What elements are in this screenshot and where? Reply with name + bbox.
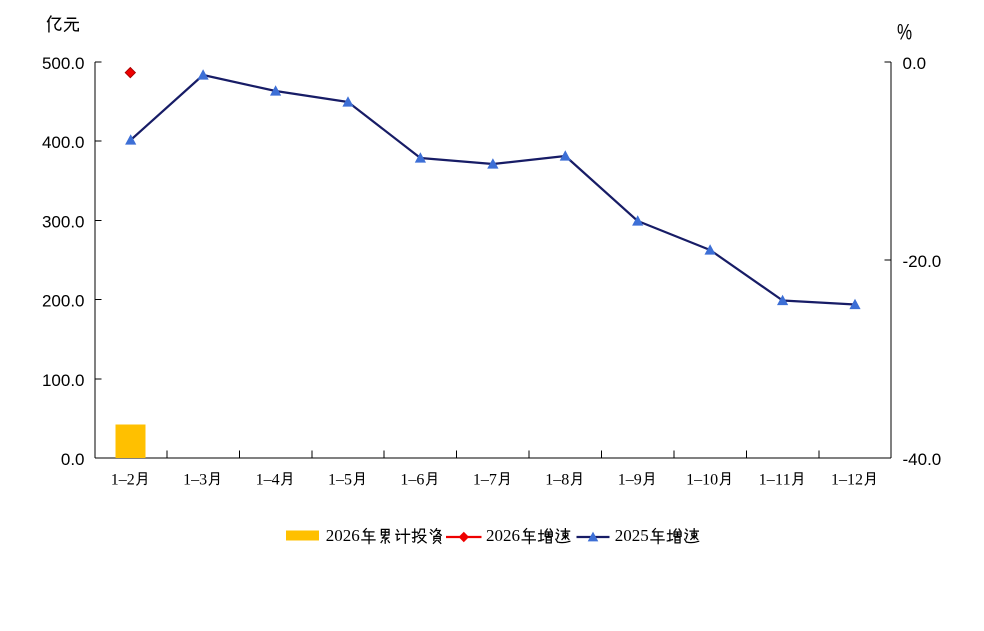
svg-text:1–4: 1–4: [256, 471, 280, 488]
svg-text:500.0: 500.0: [42, 54, 85, 73]
svg-text:2026: 2026: [486, 526, 520, 545]
svg-text:1–8: 1–8: [545, 471, 569, 488]
svg-text:1–5: 1–5: [328, 471, 352, 488]
svg-text:1–9: 1–9: [618, 471, 642, 488]
svg-text:0.0: 0.0: [61, 450, 85, 469]
svg-text:-40.0: -40.0: [903, 450, 942, 469]
svg-text:400.0: 400.0: [42, 133, 85, 152]
svg-text:1–10: 1–10: [686, 471, 718, 488]
svg-text:0.0: 0.0: [903, 54, 927, 73]
svg-text:1–11: 1–11: [759, 471, 791, 488]
svg-text:%: %: [897, 20, 912, 45]
svg-text:200.0: 200.0: [42, 292, 85, 311]
svg-text:1–2: 1–2: [111, 471, 135, 488]
svg-text:1–6: 1–6: [400, 471, 424, 488]
svg-text:1–7: 1–7: [473, 471, 497, 488]
svg-text:2025: 2025: [615, 526, 649, 545]
svg-text:-20.0: -20.0: [903, 252, 942, 271]
svg-text:1–12: 1–12: [831, 471, 863, 488]
svg-text:2026: 2026: [326, 526, 360, 545]
svg-text:100.0: 100.0: [42, 371, 85, 390]
svg-text:300.0: 300.0: [42, 212, 85, 231]
svg-text:1–3: 1–3: [183, 471, 207, 488]
